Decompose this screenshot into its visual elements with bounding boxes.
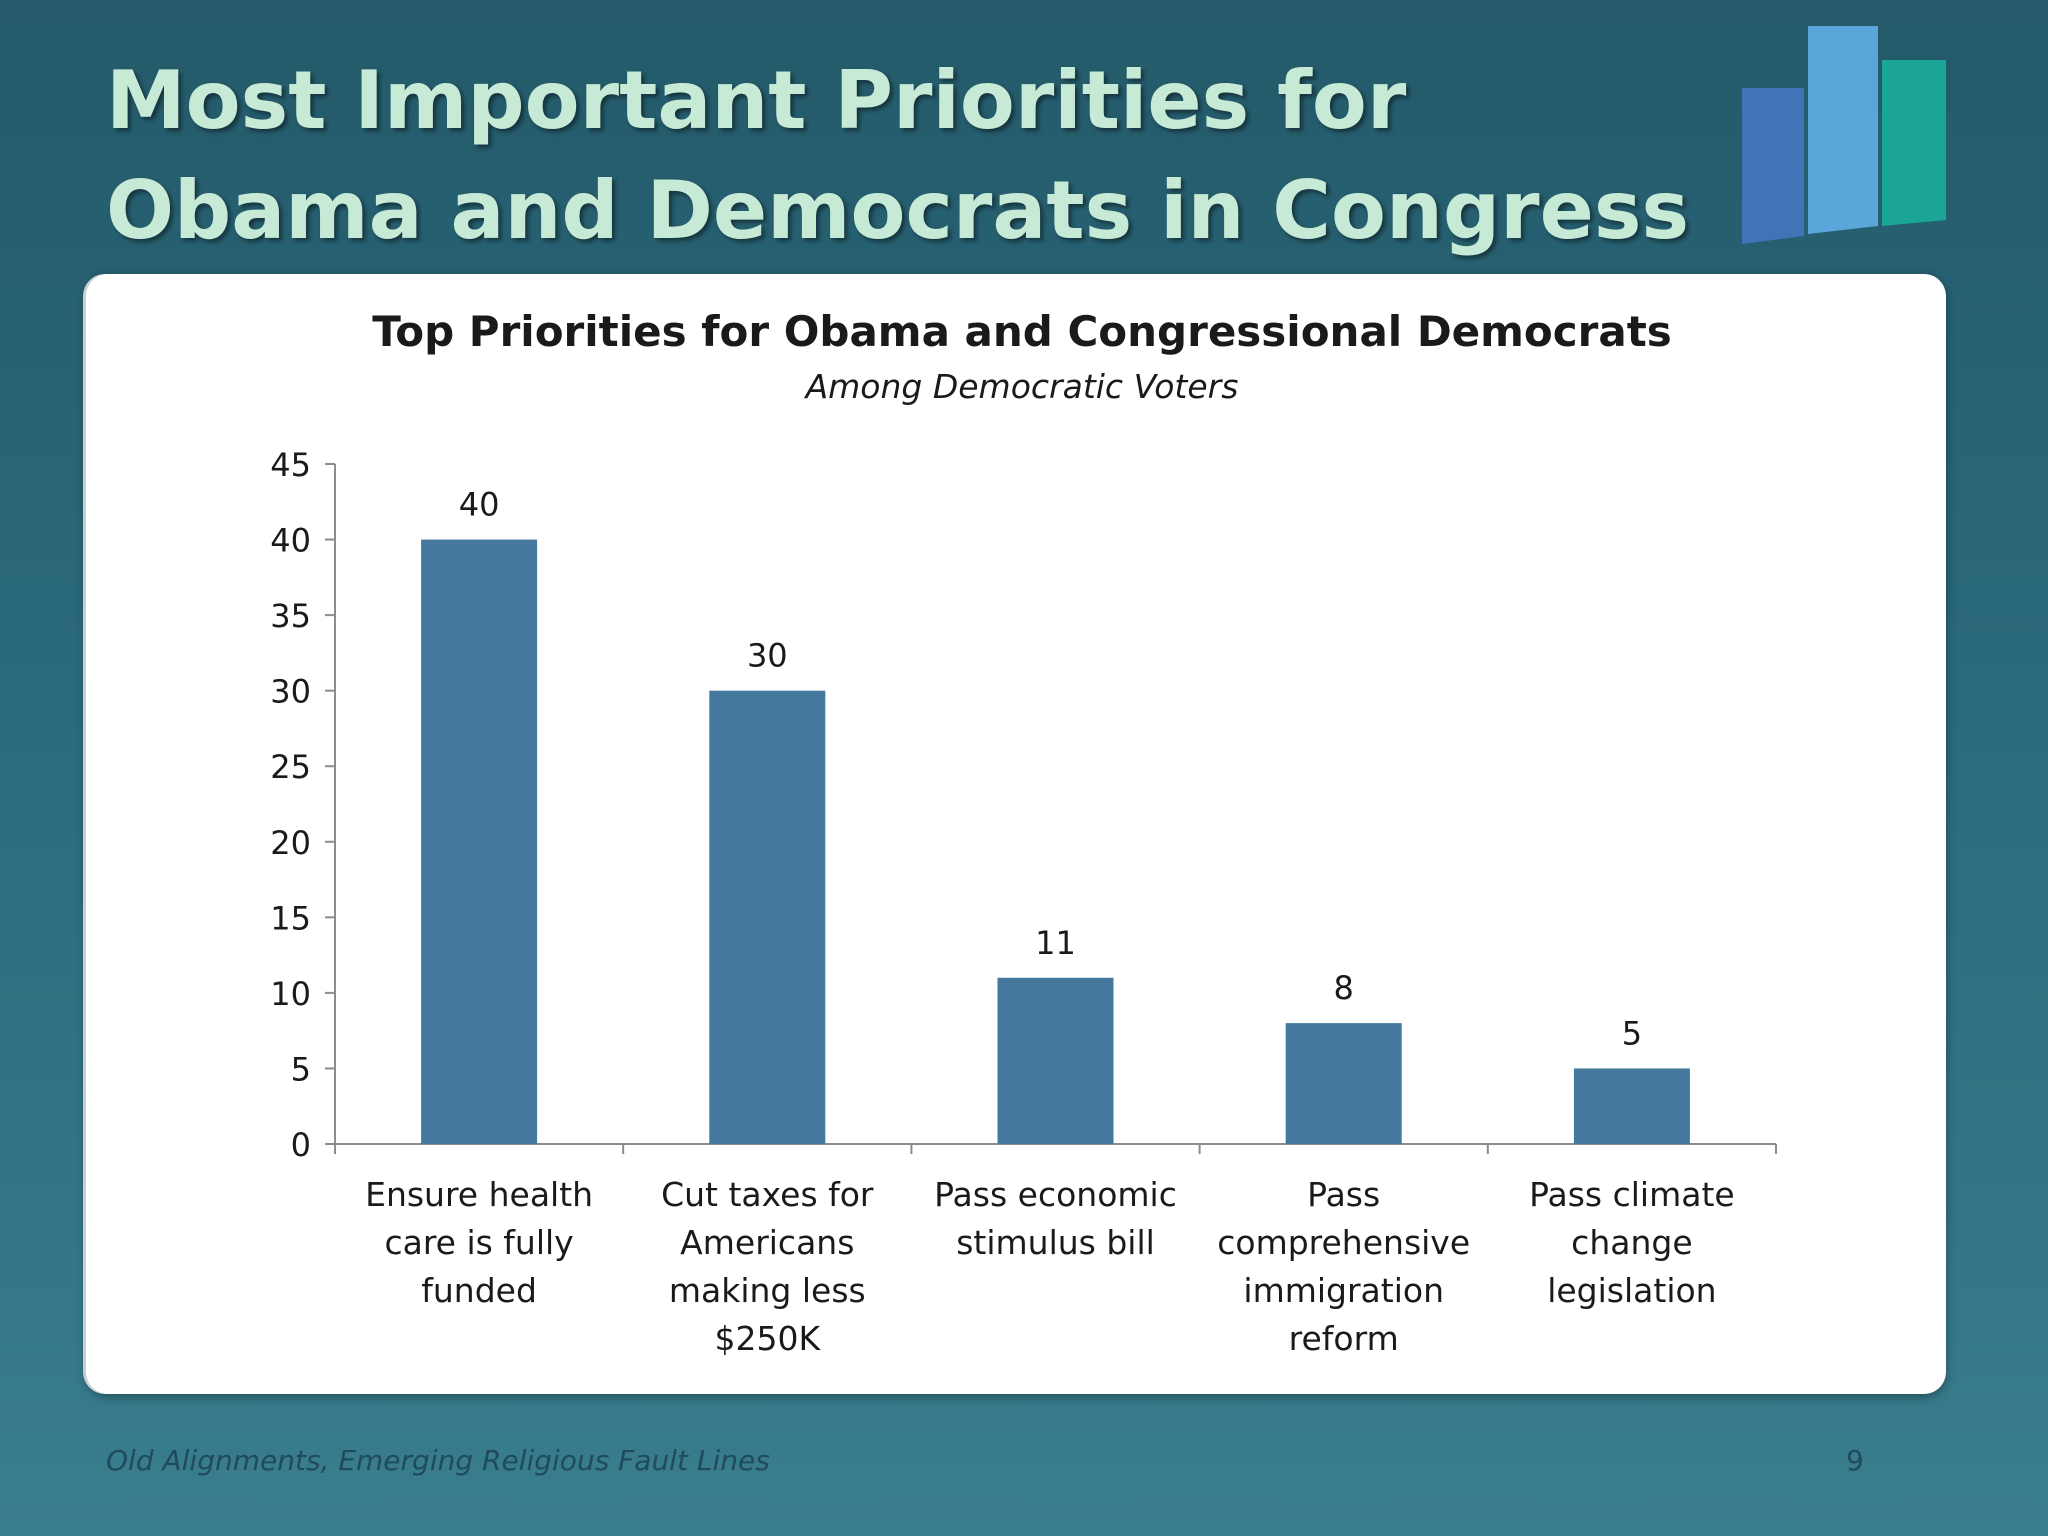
bar — [997, 977, 1114, 1144]
bar — [709, 690, 826, 1144]
y-tick-label: 25 — [270, 748, 311, 786]
data-label: 30 — [747, 637, 788, 675]
footer-text: Old Alignments, Emerging Religious Fault… — [106, 1444, 770, 1477]
x-category-label-line: Cut taxes for — [661, 1175, 874, 1214]
bar — [1285, 1023, 1402, 1144]
x-category-label-line: $250K — [714, 1319, 821, 1358]
y-tick-label: 40 — [270, 522, 311, 560]
x-category-label: Ensure health care is fully funded — [365, 1175, 593, 1310]
x-category-label-line: Pass climate — [1529, 1175, 1735, 1214]
x-category-label-line: Ensure health — [365, 1175, 593, 1214]
y-tick-label: 20 — [270, 824, 311, 862]
y-tick-label: 35 — [270, 597, 311, 635]
data-label: 8 — [1334, 969, 1354, 1007]
x-category-label-line: making less — [669, 1271, 866, 1310]
x-category-label: Cut taxes for Americans making less $250K — [661, 1175, 874, 1358]
plot-area: 0 5 10 15 20 25 30 35 40 45 40 Ensure health care is… — [270, 446, 1777, 1358]
data-label: 11 — [1035, 924, 1076, 962]
y-tick-label: 0 — [291, 1126, 311, 1164]
x-category-label-line: immigration — [1243, 1271, 1444, 1310]
page-number: 9 — [1846, 1444, 1864, 1477]
chart-panel: Top Priorities for Obama and Congression… — [86, 274, 1946, 1394]
x-category-label-line: legislation — [1547, 1271, 1716, 1310]
y-tick-label: 45 — [270, 446, 311, 484]
bar — [421, 539, 538, 1144]
bar-chart: Top Priorities for Obama and Congression… — [270, 307, 1777, 1358]
y-tick-label: 10 — [270, 975, 311, 1013]
y-tick-label: 30 — [270, 673, 311, 711]
x-category-label-line: care is fully — [384, 1223, 573, 1262]
x-category-label-line: stimulus bill — [956, 1223, 1155, 1262]
x-category-label-line: Americans — [680, 1223, 854, 1262]
bar-chart-logo-icon — [1742, 26, 1946, 244]
x-category-label-line: comprehensive — [1217, 1223, 1470, 1262]
chart-subtitle: Among Democratic Voters — [804, 367, 1239, 406]
slide-title: Most Important Priorities for Obama and … — [106, 54, 1690, 257]
x-category-label: Pass climate change legislation — [1529, 1175, 1735, 1310]
x-category-label: Pass comprehensive immigration reform — [1217, 1175, 1470, 1358]
logo-bar-middle — [1808, 26, 1878, 234]
chart-title: Top Priorities for Obama and Congression… — [372, 307, 1672, 356]
bar — [1573, 1068, 1690, 1144]
x-category-label-line: reform — [1289, 1319, 1399, 1358]
x-category-label-line: Pass — [1307, 1175, 1380, 1214]
x-category-label: Pass economic stimulus bill — [934, 1175, 1177, 1262]
data-label: 40 — [459, 486, 500, 524]
x-category-label-line: change — [1571, 1223, 1692, 1262]
x-category-label-line: Pass economic — [934, 1175, 1177, 1214]
logo-bar-left — [1742, 88, 1804, 244]
x-category-label-line: funded — [421, 1271, 537, 1310]
logo-bar-right — [1882, 60, 1946, 226]
data-label: 5 — [1622, 1014, 1642, 1052]
y-tick-label: 5 — [291, 1050, 311, 1088]
y-tick-label: 15 — [270, 899, 311, 937]
